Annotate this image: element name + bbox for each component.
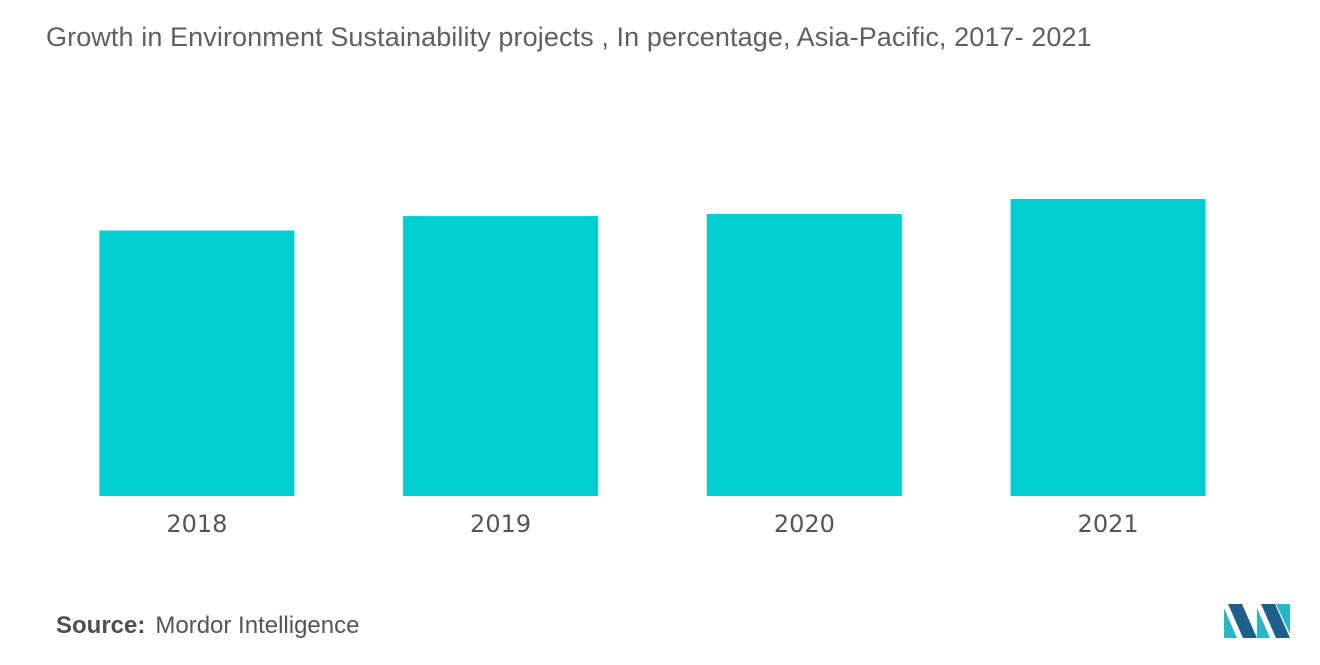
chart-title: Growth in Environment Sustainability pro… — [46, 22, 1092, 52]
x-tick-labels-group: 2018 2019 2020 2021 — [166, 510, 1138, 538]
logo-shape-1 — [1224, 608, 1237, 638]
x-tick-label-2018: 2018 — [166, 510, 227, 538]
bar-2020 — [706, 214, 902, 496]
x-tick-label-2021: 2021 — [1078, 510, 1139, 538]
x-tick-label-2019: 2019 — [470, 510, 531, 538]
bar-2021 — [1010, 199, 1206, 496]
bar-2019 — [403, 216, 599, 496]
source-line: Source: Mordor Intelligence — [56, 612, 359, 640]
bars-group — [99, 199, 1206, 496]
source-label: Source: — [56, 612, 146, 639]
logo-shape-2 — [1228, 604, 1257, 638]
bar-2018 — [99, 230, 295, 496]
logo-shape-5 — [1276, 604, 1290, 634]
logo-shape-4 — [1261, 604, 1290, 638]
logo-shape-3 — [1257, 608, 1270, 638]
mordor-intelligence-logo-icon — [1224, 604, 1290, 638]
bar-chart: 2018 2019 2020 2021 — [99, 199, 1206, 538]
x-tick-label-2020: 2020 — [774, 510, 835, 538]
source-text: Mordor Intelligence — [155, 612, 360, 639]
